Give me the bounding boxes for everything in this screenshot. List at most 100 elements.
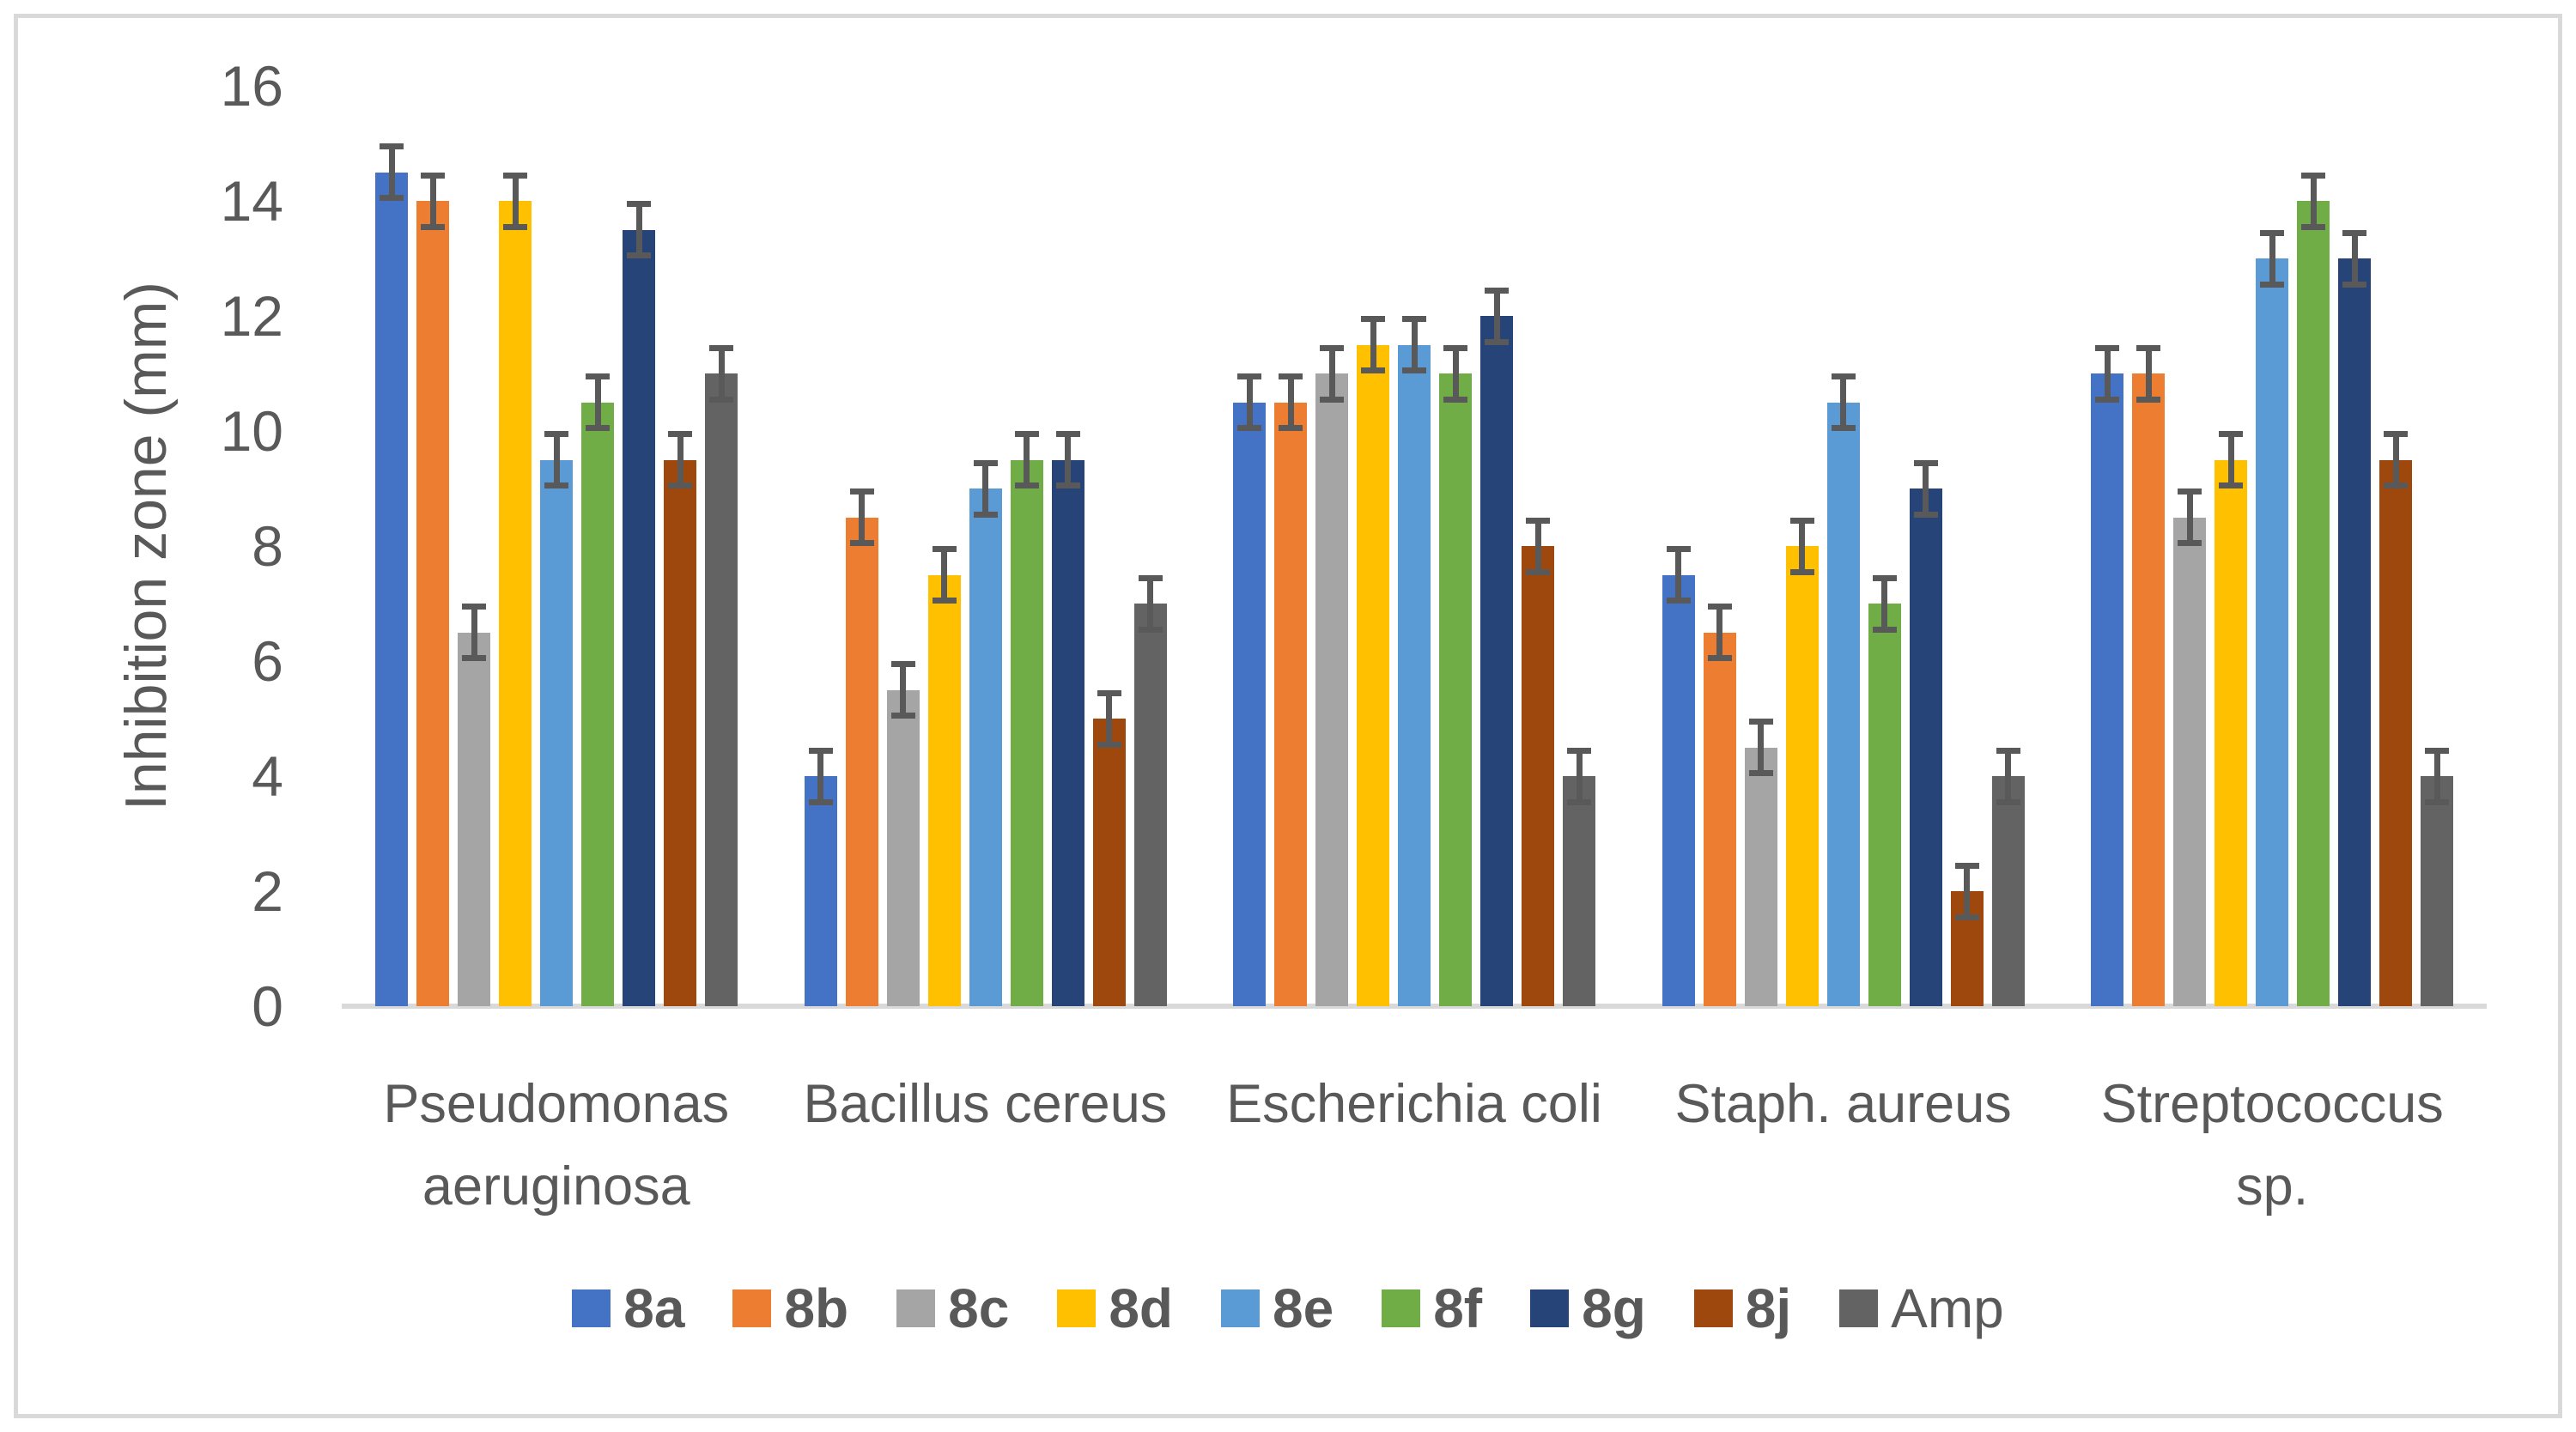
error-bar-8d-3 — [1361, 316, 1386, 373]
legend-swatch-Amp — [1839, 1289, 1879, 1327]
legend-swatch-8f — [1382, 1289, 1421, 1327]
error-bar-part — [1799, 517, 1806, 575]
legend-label-8e: 8e — [1273, 1277, 1334, 1339]
error-bar-Amp-3 — [1567, 747, 1592, 805]
bar-8a-1 — [375, 172, 408, 1006]
error-bar-8g-2 — [1055, 431, 1080, 488]
error-bar-8d-5 — [2219, 431, 2244, 488]
error-bar-8e-5 — [2260, 229, 2285, 288]
error-bar-part — [1996, 798, 2020, 805]
error-bar-8b-1 — [421, 172, 445, 230]
error-bar-part — [2136, 396, 2161, 403]
bar-8f-4 — [1868, 604, 1901, 1006]
x-axis-line — [342, 1004, 2487, 1009]
bar-8c-1 — [458, 632, 490, 1006]
error-bar-part — [1452, 344, 1459, 403]
error-bar-part — [1138, 626, 1163, 633]
legend-item-8e: 8e — [1221, 1281, 1334, 1336]
error-bar-8f-1 — [586, 373, 610, 431]
legend-label-8a: 8a — [623, 1277, 685, 1339]
error-bar-part — [553, 431, 560, 488]
error-bar-part — [1320, 396, 1345, 403]
error-bar-part — [859, 488, 866, 546]
error-bar-part — [1840, 373, 1847, 431]
bar-8a-5 — [2091, 373, 2124, 1006]
bar-8g-3 — [1480, 316, 1514, 1006]
error-bar-8b-5 — [2136, 344, 2161, 403]
x-category-label-line: Streptococcus — [2100, 1074, 2444, 1134]
legend-label-8j: 8j — [1745, 1277, 1792, 1339]
bar-8j-2 — [1092, 719, 1126, 1006]
bar-8c-3 — [1315, 373, 1349, 1006]
bar-8b-2 — [845, 517, 878, 1006]
error-bar-part — [1831, 425, 1856, 431]
error-bar-part — [2186, 488, 2193, 546]
error-bar-8c-3 — [1320, 344, 1345, 403]
y-tick-label-10: 10 — [220, 399, 283, 463]
bar-8j-1 — [664, 459, 696, 1006]
error-bar-8a-3 — [1237, 373, 1262, 431]
error-bar-8a-4 — [1666, 546, 1691, 604]
bar-8j-3 — [1522, 546, 1555, 1006]
legend-label-8f: 8f — [1433, 1277, 1483, 1339]
y-tick-label-6: 6 — [252, 629, 283, 693]
error-bar-part — [586, 425, 610, 431]
error-bar-part — [890, 713, 915, 719]
error-bar-part — [462, 655, 486, 661]
error-bar-part — [1789, 568, 1814, 575]
error-bar-8f-5 — [2301, 172, 2326, 230]
bar-Amp-5 — [2421, 776, 2454, 1006]
error-bar-part — [1485, 338, 1510, 345]
error-bar-part — [2104, 344, 2111, 403]
error-bar-part — [817, 747, 824, 805]
error-bar-part — [1923, 459, 1929, 518]
bar-8b-4 — [1703, 632, 1736, 1006]
error-bar-part — [1913, 511, 1938, 518]
error-bar-part — [2351, 229, 2358, 288]
x-category-label-3: Escherichia coli — [1182, 1063, 1646, 1145]
error-bar-8e-2 — [973, 459, 998, 518]
error-bar-part — [932, 598, 957, 604]
bar-8g-2 — [1051, 459, 1084, 1006]
error-bar-part — [2392, 431, 2399, 488]
error-bar-part — [2219, 482, 2244, 488]
error-bar-part — [1106, 689, 1113, 748]
error-bar-8a-2 — [808, 747, 833, 805]
error-bar-8j-1 — [668, 431, 692, 488]
error-bar-part — [1014, 482, 1039, 488]
error-bar-part — [1279, 425, 1303, 431]
bar-Amp-3 — [1563, 776, 1596, 1006]
bar-8a-2 — [804, 776, 837, 1006]
x-category-label-4: Staph. aureus — [1612, 1063, 2075, 1145]
error-bar-8j-2 — [1097, 689, 1121, 748]
error-bar-part — [1881, 574, 1888, 633]
bar-8f-2 — [1010, 459, 1043, 1006]
bar-8b-3 — [1274, 402, 1308, 1006]
legend-item-8a: 8a — [572, 1281, 684, 1336]
x-category-label-5: Streptococcus sp. — [2040, 1063, 2504, 1228]
bar-8d-3 — [1357, 344, 1390, 1006]
error-bar-8g-1 — [627, 201, 651, 258]
error-bar-part — [1287, 373, 1294, 431]
error-bar-part — [718, 344, 725, 403]
x-category-label-line: aeruginosa — [422, 1156, 690, 1217]
error-bar-8d-2 — [932, 546, 957, 604]
y-tick-label-8: 8 — [252, 514, 283, 578]
x-category-label-2: Bacillus cereus — [753, 1063, 1217, 1145]
error-bar-part — [2301, 223, 2326, 230]
x-category-label-line: Pseudomonas — [383, 1074, 730, 1134]
bar-8c-4 — [1744, 747, 1777, 1006]
legend-item-8b: 8b — [732, 1281, 848, 1336]
bar-8e-5 — [2256, 258, 2289, 1006]
bar-Amp-2 — [1133, 604, 1167, 1006]
error-bar-part — [2260, 281, 2285, 288]
error-bar-8j-3 — [1526, 517, 1551, 575]
error-bar-8f-4 — [1872, 574, 1897, 633]
error-bar-part — [1534, 517, 1541, 575]
bar-Amp-4 — [1991, 776, 2025, 1006]
error-bar-part — [2310, 172, 2317, 230]
error-bar-8b-4 — [1707, 604, 1732, 661]
error-bar-part — [982, 459, 989, 518]
error-bar-part — [471, 604, 477, 661]
bar-8e-2 — [969, 488, 1002, 1006]
